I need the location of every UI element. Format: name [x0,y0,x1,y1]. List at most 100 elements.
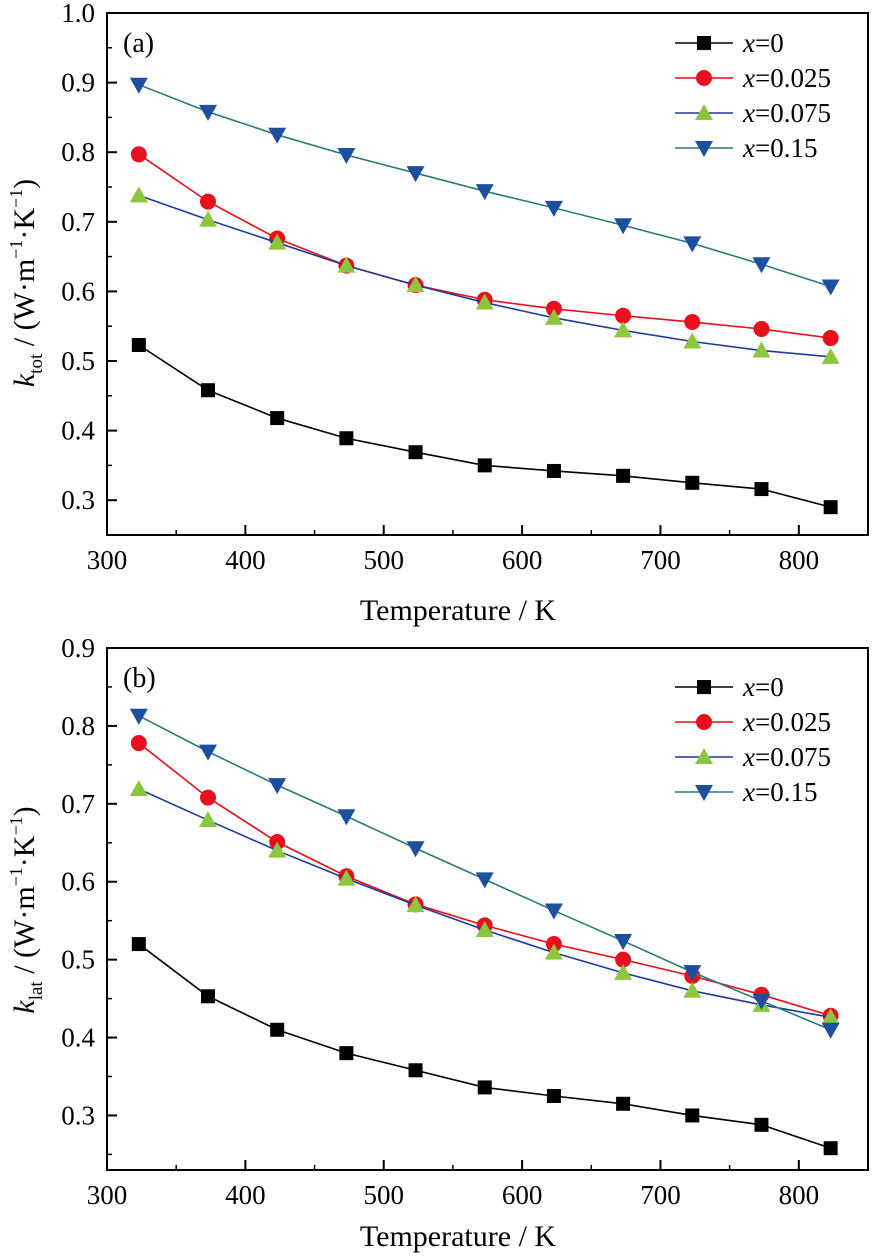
x-tick-label-b: 400 [225,1180,266,1210]
legend-a: x=0 x=0.025 x=0.075 x=0.15 [675,28,831,163]
data-point-b-2 [268,841,287,858]
data-point-a-3 [129,77,148,94]
data-point-b-0 [477,1080,492,1095]
y-axis-title-a: ktot / (W·m−1·K−1) [6,179,47,387]
y-axis-exp2-a: −1 [6,189,26,208]
data-point-b-2 [199,811,218,828]
legend-label-b-2: x=0.075 [742,742,831,772]
data-point-a-2 [406,276,425,293]
series-line-b-2 [138,788,831,1019]
y-tick-label-b: 0.3 [61,1100,95,1130]
data-point-a-0 [754,482,769,497]
data-point-a-2 [129,186,148,203]
data-point-b-0 [616,1096,631,1111]
data-point-a-3 [199,104,218,121]
y-axis-unit-close-a: ) [8,179,41,189]
data-point-a-2 [268,233,287,250]
data-point-a-1 [753,320,770,337]
y-tick-label-b: 0.4 [61,1023,95,1053]
data-point-b-1 [200,789,217,806]
data-point-b-0 [823,1141,838,1156]
legend-label-a-0: x=0 [742,28,784,58]
data-point-a-0 [339,431,354,446]
data-point-b-2 [475,921,494,938]
y-tick-label-b: 0.8 [61,711,95,741]
data-point-b-0 [754,1117,769,1132]
y-tick-label-b: 0.6 [61,867,95,897]
data-point-a-2 [683,332,702,349]
data-point-a-0 [616,468,631,483]
data-point-b-3 [752,993,771,1010]
series-line-b-0 [138,943,831,1149]
data-point-a-3 [821,279,840,296]
panel-label-a: (a) [123,28,154,59]
legend-label-a-1: x=0.025 [742,63,831,93]
data-point-b-3 [337,809,356,826]
axis-ticks-a: 300 400 500 600 700 800 0.3 0.4 0.5 0.6 0.7 0.8 0.9 1… [61,0,819,575]
legend-marker-a-3 [695,141,713,157]
data-point-b-0 [408,1063,423,1078]
data-point-b-0 [201,989,216,1004]
data-point-a-2 [337,256,356,273]
legend-marker-b-0 [697,680,711,694]
panel-label-b: (b) [123,663,156,694]
y-axis-title-b: klat / (W·m−1·K−1) [6,806,47,1013]
y-tick-label-a: 0.7 [61,207,95,237]
data-point-a-3 [752,257,771,274]
y-tick-label-b: 0.9 [61,633,95,663]
y-axis-subscript-a: tot [26,353,47,374]
data-point-b-2 [821,1008,840,1025]
x-tick-label-b: 500 [363,1180,404,1210]
data-point-a-0 [546,463,561,478]
data-point-a-2 [199,210,218,227]
y-tick-label-b: 0.7 [61,789,95,819]
data-point-b-2 [544,943,563,960]
chart-panel-b: 300 400 500 600 700 8000.30.40.50.60.70.80.9 … [6,633,869,1253]
plot-area-b [129,708,840,1156]
data-point-a-3 [406,166,425,183]
plot-frame-a [106,12,869,536]
legend-label-b-0: x=0 [742,672,784,702]
y-tick-label-a: 1.0 [61,0,95,28]
data-point-b-3 [129,708,148,725]
x-tick-label-a: 500 [363,545,404,575]
data-point-a-0 [823,500,838,515]
data-point-a-0 [408,445,423,460]
data-point-b-3 [406,841,425,858]
data-point-a-0 [685,475,700,490]
y-axis-unit-mid-a: ·K [8,208,41,240]
y-axis-unit-mid-b: ·K [8,835,41,867]
y-axis-subscript-b: lat [26,981,47,1001]
plot-frame-b [106,647,869,1171]
y-tick-label-a: 0.9 [61,68,95,98]
data-point-a-2 [614,321,633,338]
data-point-a-0 [270,411,285,426]
data-point-b-1 [130,735,147,752]
data-point-a-2 [544,308,563,325]
data-point-a-3 [614,218,633,235]
legend-marker-b-3 [695,785,713,801]
data-point-b-0 [270,1022,285,1037]
x-tick-label-a: 600 [502,545,543,575]
data-point-a-3 [544,200,563,217]
x-tick-label-b: 300 [87,1180,128,1210]
data-point-b-2 [406,896,425,913]
x-tick-label-a: 700 [640,545,681,575]
y-axis-unit-open-a: / (W·m [8,259,41,354]
x-tick-label-b: 800 [779,1180,820,1210]
series-line-a-0 [138,344,831,508]
data-point-b-3 [268,778,287,795]
y-tick-label-b: 0.5 [61,945,95,975]
data-point-a-0 [477,458,492,473]
x-tick-label-b: 700 [640,1180,681,1210]
x-tick-label-a: 300 [87,545,128,575]
data-point-a-2 [821,347,840,364]
y-tick-label-a: 0.4 [61,416,95,446]
data-point-b-3 [544,903,563,920]
data-point-a-1 [545,300,562,317]
data-point-b-0 [131,937,146,952]
x-tick-label-a: 800 [779,545,820,575]
legend-marker-a-0 [697,36,711,50]
data-point-b-0 [546,1088,561,1103]
